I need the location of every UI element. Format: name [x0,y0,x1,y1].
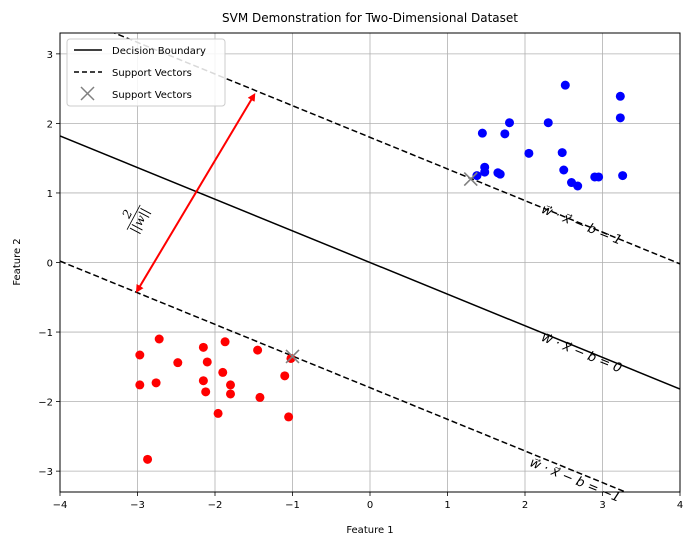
y-tick-label: 2 [47,119,53,130]
data-points [135,80,628,464]
red-point [143,454,153,464]
blue-point [477,128,487,138]
x-tick-label: 2 [522,500,528,511]
margin-arrow [135,93,256,293]
x-tick-label: −4 [53,500,68,511]
red-point [280,371,290,381]
annotation-lower: w⃗ · x⃗ − b = −1 [527,455,622,505]
blue-point [472,171,482,181]
legend: Decision Boundary Support Vectors Suppor… [66,38,226,107]
red-point [226,389,235,399]
y-axis-label: Feature 2 [12,238,23,285]
y-tick-label: 0 [47,259,53,270]
y-tick-label: 1 [47,189,53,200]
red-point [135,380,145,390]
red-point [202,357,212,367]
chart-title: SVM Demonstration for Two-Dimensional Da… [222,11,518,25]
margin-label: 2||w|| [119,204,152,236]
margin-label-fraction-bar [126,204,141,230]
legend-box [66,38,226,107]
x-tick-label: 3 [599,500,605,511]
blue-point [559,165,569,175]
blue-point [615,113,625,123]
y-tick-label: 3 [47,50,53,61]
margin-label-denominator: ||w|| [127,206,152,236]
blue-point [573,181,583,191]
blue-point [505,118,514,128]
x-tick-label: 4 [677,500,683,511]
red-point [255,392,265,402]
axis-ticks: −4 −3 −2 −1 0 1 2 3 4 −3 −2 −1 0 1 2 3 [38,50,683,511]
y-tick-label: −2 [38,398,53,409]
x-tick-label: 1 [444,500,450,511]
red-point [220,337,230,347]
legend-item-support-vectors-marker: Support Vectors [112,90,192,101]
x-tick-label: −3 [130,500,145,511]
x-tick-label: 0 [367,500,373,511]
red-point [218,367,228,377]
red-point [253,345,263,355]
red-point [201,387,211,397]
support-vector-marker [463,171,478,187]
red-point [226,380,235,390]
red-point [151,378,161,388]
legend-item-decision-boundary: Decision Boundary [112,46,206,57]
red-point [284,412,294,422]
x-axis-label: Feature 1 [346,525,393,536]
red-point [213,408,223,418]
red-point [135,350,145,360]
blue-point [495,169,505,179]
annotation-upper: w⃗ · x⃗ − b = 1 [539,202,624,248]
red-point [198,376,208,386]
blue-point [615,91,625,101]
y-tick-label: −3 [38,467,53,478]
y-tick-label: −1 [38,328,53,339]
blue-point [524,148,534,158]
legend-x-marker-icon [80,86,95,101]
blue-point [543,118,553,128]
support-vector-marker [285,349,300,364]
margin-lower-line [60,260,628,492]
blue-point [557,148,567,158]
margin-arrow-line [135,93,256,293]
red-point [198,342,208,352]
blue-point [594,172,604,182]
red-point [173,358,183,368]
x-tick-label: −2 [208,500,223,511]
blue-point [480,167,490,177]
x-tick-label: −1 [285,500,300,511]
red-point [154,334,164,344]
blue-point [560,80,570,90]
blue-point [500,129,510,139]
annotation-middle: w⃗ · x⃗ − b = 0 [539,330,624,376]
legend-item-support-vectors-line: Support Vectors [112,68,192,79]
blue-point [618,171,628,181]
